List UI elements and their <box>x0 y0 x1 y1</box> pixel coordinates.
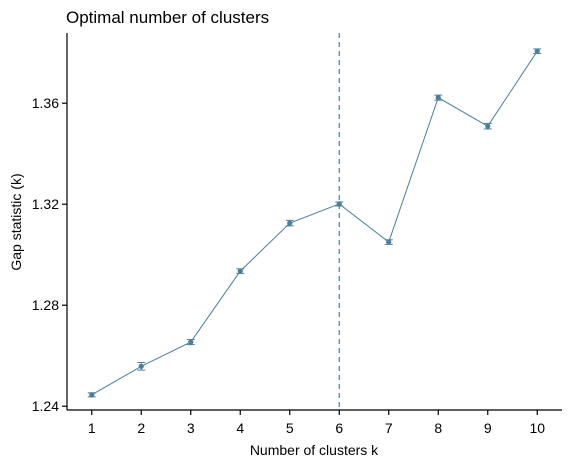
y-tick-label: 1.36 <box>32 95 59 111</box>
data-point <box>386 239 392 245</box>
y-tick-label: 1.28 <box>32 297 59 313</box>
x-tick-label: 4 <box>236 420 244 436</box>
plot-area: 1.24 1.28 1.32 1.36 1 2 3 4 5 6 7 8 9 10 <box>32 33 545 436</box>
x-tick-label: 3 <box>187 420 195 436</box>
x-tick-label: 2 <box>137 420 145 436</box>
chart-title: Optimal number of clusters <box>66 8 269 27</box>
x-tick-label: 6 <box>335 420 343 436</box>
data-point <box>534 48 540 54</box>
data-point <box>89 392 95 398</box>
data-point <box>336 201 342 207</box>
data-point <box>485 123 491 129</box>
data-point <box>287 220 293 226</box>
x-tick-label: 5 <box>286 420 294 436</box>
x-tick-label: 8 <box>434 420 442 436</box>
data-point <box>138 363 144 369</box>
x-axis-label: Number of clusters k <box>250 442 379 458</box>
x-tick-label: 7 <box>385 420 393 436</box>
data-point <box>237 268 243 274</box>
y-axis-label: Gap statistic (k) <box>8 173 24 270</box>
x-tick-label: 9 <box>484 420 492 436</box>
x-tick-label: 10 <box>529 420 545 436</box>
data-point <box>435 95 441 101</box>
y-tick-label: 1.32 <box>32 196 59 212</box>
data-point <box>188 339 194 345</box>
x-tick-label: 1 <box>88 420 96 436</box>
series-line <box>91 50 538 396</box>
y-tick-label: 1.24 <box>32 398 59 414</box>
